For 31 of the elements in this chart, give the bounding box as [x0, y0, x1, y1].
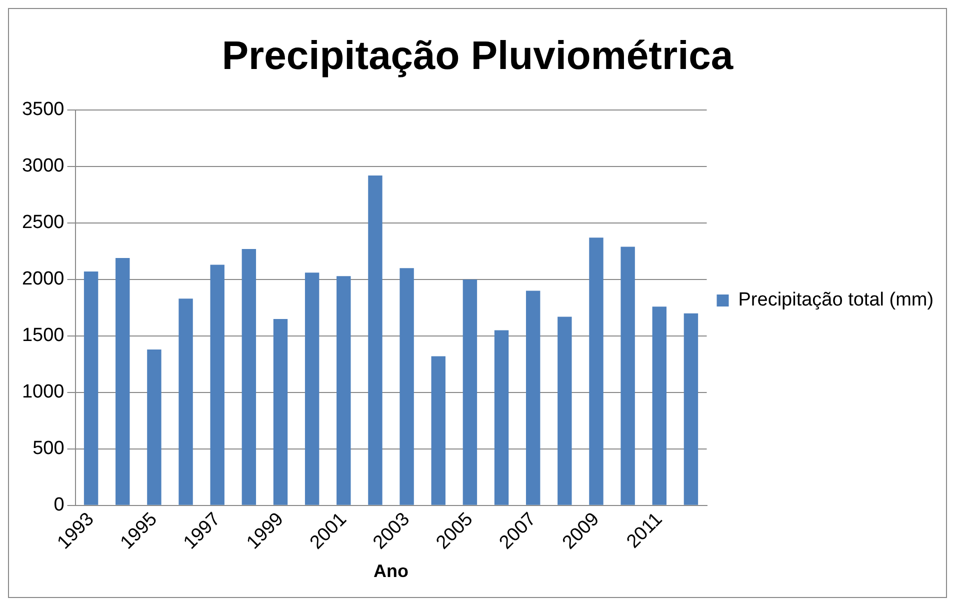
bar: [273, 318, 288, 505]
bar: [147, 349, 162, 505]
y-tick-label: 3500: [22, 99, 64, 120]
y-tick-label: 3000: [22, 156, 64, 177]
bar: [462, 279, 478, 505]
bar: [304, 272, 320, 505]
chart-title: Precipitação Pluviométrica: [222, 34, 734, 78]
y-tick-label: 2000: [22, 268, 64, 290]
bar: [431, 356, 446, 505]
bar: [84, 272, 98, 505]
bar: [336, 276, 351, 505]
x-axis-title: Ano: [374, 561, 409, 582]
bar: [116, 258, 130, 505]
bar: [400, 268, 414, 505]
bar: [494, 330, 509, 505]
bar: [242, 248, 256, 505]
bar: [210, 264, 224, 505]
bar: [558, 316, 572, 505]
y-tick-label: 1500: [22, 325, 64, 346]
bar: [652, 306, 666, 505]
bar: [684, 313, 698, 505]
bar: [620, 246, 635, 505]
y-tick-label: 2500: [22, 212, 64, 234]
bar: [589, 238, 604, 505]
legend-label: Precipitação total (mm): [738, 290, 934, 311]
bar: [368, 176, 382, 505]
bar: [526, 290, 540, 505]
bar: [178, 298, 193, 505]
y-tick-label: 500: [32, 438, 64, 460]
y-tick-label: 1000: [22, 382, 64, 403]
y-tick-label: 0: [54, 494, 64, 516]
